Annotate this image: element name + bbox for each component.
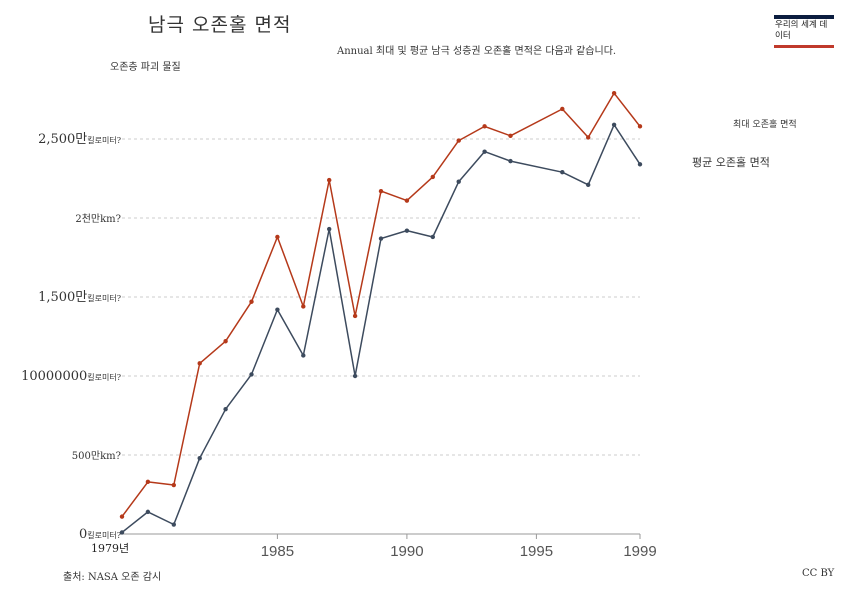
logo-text: 우리의 세계 데이터 [775, 20, 828, 41]
data-point [197, 361, 202, 366]
data-point [560, 169, 565, 175]
logo-bottom-bar [774, 45, 834, 48]
data-point [352, 313, 358, 319]
y-tick-unit: 킬로미터? [87, 136, 121, 145]
data-point [456, 179, 461, 184]
x-tick-label: 1999 [623, 543, 656, 560]
data-point [119, 514, 125, 519]
data-point [378, 236, 384, 241]
logo-top-bar [774, 15, 834, 19]
data-point [249, 372, 254, 377]
legend-entry: 최대 오존홀 면적 [733, 118, 797, 130]
x-tick-label: 1985 [261, 543, 294, 560]
data-point [508, 158, 513, 164]
license-note: CC BY [802, 568, 835, 579]
data-point [249, 299, 254, 304]
y-tick-unit: 킬로미터? [87, 294, 121, 303]
series-lines [119, 90, 643, 535]
data-point [145, 479, 151, 485]
data-point [119, 530, 125, 535]
data-point [378, 188, 384, 194]
legend-entry: 평균 오존홀 면적 [692, 156, 770, 169]
gridlines [122, 138, 640, 456]
data-point [301, 304, 306, 309]
data-point [275, 234, 280, 240]
data-point [482, 124, 487, 129]
x-tick-label: 1990 [390, 543, 423, 560]
x-tick-label: 1979년 [91, 542, 129, 555]
data-point [327, 177, 332, 183]
y-tick-value: 10000000 [21, 369, 87, 384]
y-tick-label: 2,500만킬로미터? [38, 132, 121, 147]
data-point [171, 482, 176, 488]
y-tick-label: 0킬로미터? [79, 527, 121, 542]
data-point [223, 406, 228, 412]
chart-subhead: 오존층 파괴 물질 [110, 62, 181, 73]
owid-logo[interactable]: 우리의 세계 데이터 [774, 15, 834, 49]
data-point [637, 124, 643, 129]
y-tick-label: 500만km? [72, 450, 121, 462]
y-tick-value: 2,500만 [38, 132, 87, 147]
data-point [430, 234, 435, 240]
source-note: 출처: NASA 오존 감시 [63, 572, 162, 583]
data-point [637, 162, 643, 167]
data-point [145, 509, 151, 515]
data-point [430, 174, 435, 180]
data-point [560, 106, 565, 112]
data-point [611, 90, 617, 96]
y-tick-label: 10000000킬로미터? [21, 369, 121, 384]
y-tick-label: 2천만km? [75, 213, 121, 225]
data-point [404, 198, 410, 203]
data-point [404, 228, 410, 233]
data-point [456, 138, 461, 143]
y-tick-value: 0 [79, 527, 87, 542]
chart-title: 남극 오존홀 면적 [148, 14, 292, 36]
chart-subtitle: Annual 최대 및 평균 남극 성층권 오존홀 면적은 다음과 같습니다. [337, 46, 617, 57]
y-tick-unit: 킬로미터? [87, 373, 121, 382]
data-point [171, 522, 176, 527]
data-point [482, 149, 487, 154]
data-point [352, 373, 358, 379]
data-point [197, 455, 202, 461]
data-point [586, 182, 591, 188]
y-tick-value: 1,500만 [38, 290, 87, 305]
data-point [223, 339, 228, 344]
data-point [327, 226, 332, 232]
x-tick-label: 1995 [520, 543, 553, 560]
x-axis: 1979년 1985 1990 1995 1999 [91, 533, 657, 560]
data-point [611, 122, 617, 127]
series-line-mean [121, 124, 641, 533]
y-axis: 0킬로미터?500만km?10000000킬로미터?1,500만킬로미터?2천만… [21, 132, 121, 542]
series-line-max [121, 92, 641, 518]
data-point [586, 135, 591, 140]
y-tick-unit: 킬로미터? [87, 531, 121, 540]
data-point [301, 353, 306, 358]
y-tick-label: 1,500만킬로미터? [38, 290, 121, 305]
data-point [275, 307, 280, 312]
data-point [508, 133, 513, 139]
